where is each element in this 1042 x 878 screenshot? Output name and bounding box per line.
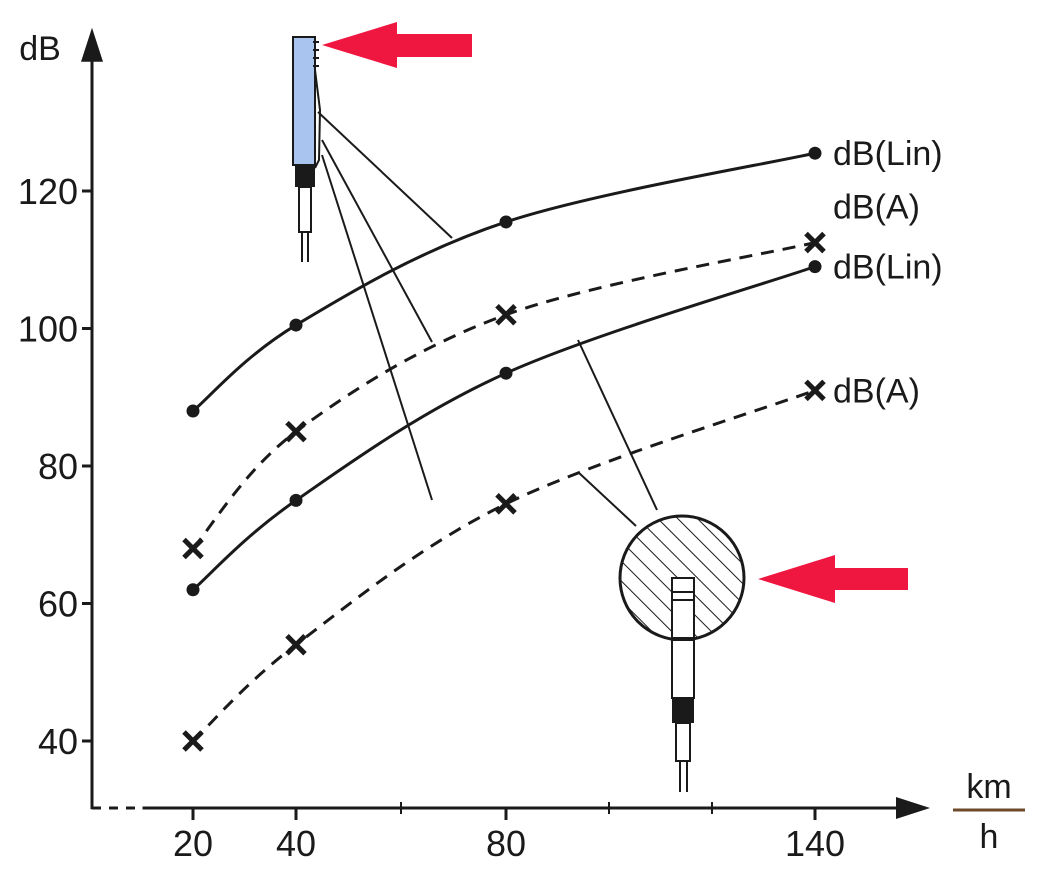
cross-stroke xyxy=(285,633,307,656)
cross-stroke xyxy=(495,493,517,515)
data-point-dot xyxy=(499,366,513,380)
cross-stroke xyxy=(495,303,517,326)
x-axis-unit-denominator: h xyxy=(980,818,999,856)
data-point-dot xyxy=(186,404,200,418)
tick-labels: 40 60 80 100 120 20 40 80 140 dB km h xyxy=(18,30,1025,864)
data-point-cross xyxy=(495,303,517,326)
cross-stroke xyxy=(804,379,826,402)
x-axis-unit-numerator: km xyxy=(966,768,1011,806)
series-2 xyxy=(182,231,826,560)
data-point-dot xyxy=(289,493,303,507)
data-point-cross xyxy=(804,379,826,402)
series-label: dB(Lin) xyxy=(833,135,943,173)
leader-line xyxy=(577,339,658,511)
microphone-icon xyxy=(292,36,322,262)
y-axis-arrow-icon xyxy=(81,27,103,62)
series-line xyxy=(192,151,816,413)
y-tick-label: 40 xyxy=(38,721,78,762)
data-point-cross xyxy=(285,633,307,656)
data-point-dot xyxy=(808,260,822,274)
series-line xyxy=(191,241,816,550)
data-point-cross xyxy=(804,231,826,254)
data-point-dot xyxy=(289,318,303,332)
data-point-dot xyxy=(499,215,513,229)
y-tick-label: 100 xyxy=(18,309,78,350)
axes xyxy=(81,27,930,820)
series-label: dB(Lin) xyxy=(833,249,943,287)
cross-stroke xyxy=(285,420,307,443)
x-tick-label: 20 xyxy=(173,823,213,864)
x-tick-label: 140 xyxy=(785,823,845,864)
x-tick-label: 80 xyxy=(486,823,526,864)
red-arrow-bottom-icon xyxy=(758,555,908,603)
leader-line xyxy=(577,471,637,527)
leader-line xyxy=(321,154,433,501)
series-layer xyxy=(182,146,826,752)
series-labels: dB(Lin) dB(A) dB(Lin) dB(A) xyxy=(833,135,943,410)
series-label: dB(A) xyxy=(833,372,920,410)
data-point-cross xyxy=(182,537,204,560)
series-line xyxy=(192,265,816,591)
y-tick-label: 120 xyxy=(18,171,78,212)
series-line xyxy=(191,388,816,743)
y-tick-label: 60 xyxy=(38,584,78,625)
y-axis-title: dB xyxy=(19,30,61,68)
leader-line xyxy=(321,139,433,343)
data-point-cross xyxy=(495,493,517,515)
y-tick-label: 80 xyxy=(38,446,78,487)
pointer-lines xyxy=(317,111,658,527)
cross-stroke xyxy=(182,730,204,752)
cross-stroke xyxy=(182,537,204,560)
data-point-dot xyxy=(808,146,822,160)
series-label: dB(A) xyxy=(833,189,920,227)
series-3 xyxy=(186,260,822,597)
series-4 xyxy=(182,379,826,752)
x-axis-arrow-icon xyxy=(896,797,930,819)
data-point-cross xyxy=(285,420,307,443)
data-point-dot xyxy=(186,583,200,597)
red-arrow-top-icon xyxy=(322,22,472,68)
leader-line xyxy=(317,111,453,239)
series-1 xyxy=(186,146,822,418)
data-point-cross xyxy=(182,730,204,752)
x-tick-label: 40 xyxy=(276,823,316,864)
windscreen-microphone-icon xyxy=(618,514,746,792)
cross-stroke xyxy=(804,231,826,254)
